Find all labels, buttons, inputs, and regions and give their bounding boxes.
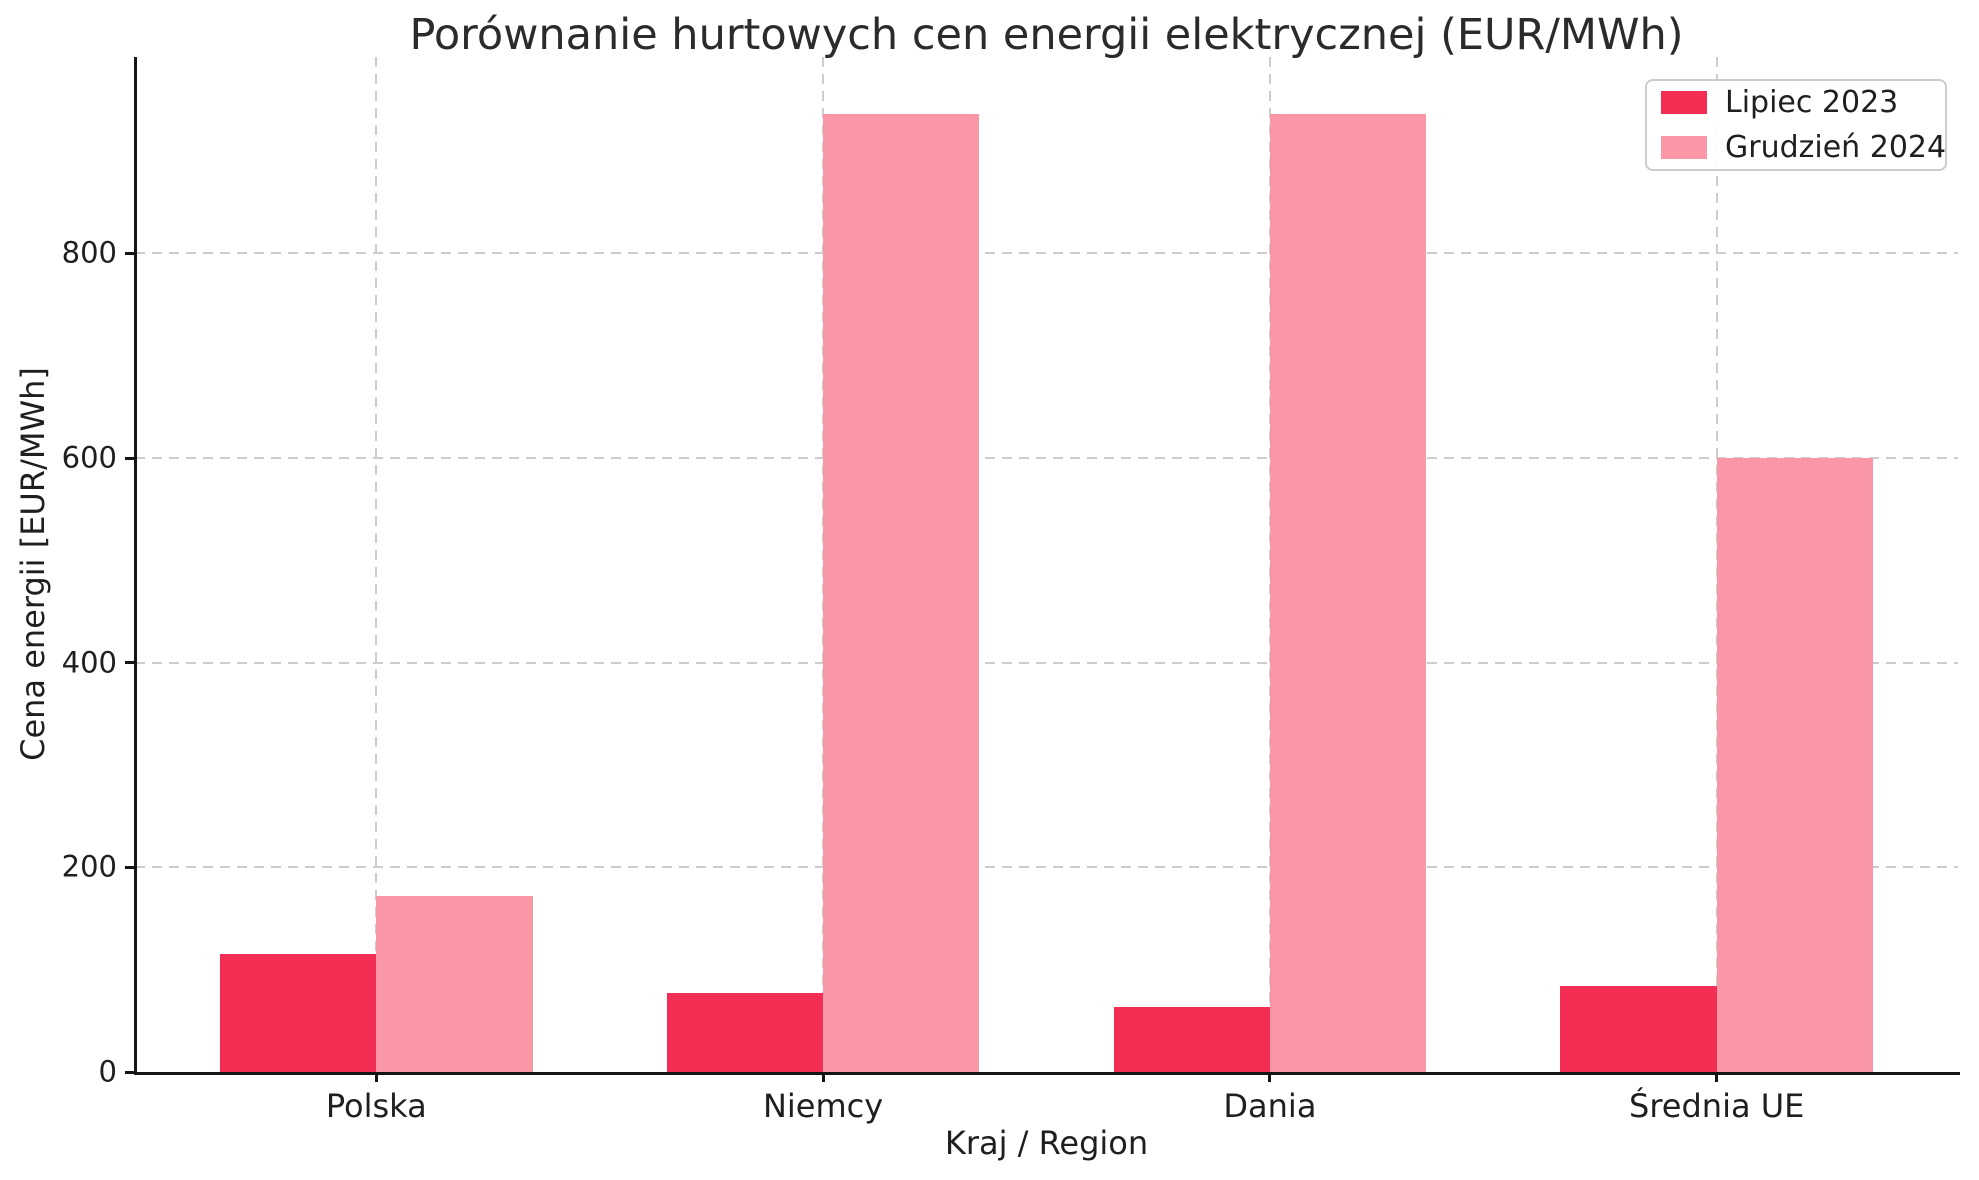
y-axis-spine <box>134 57 137 1075</box>
y-tick-label: 200 <box>61 849 117 884</box>
legend-item-0: Lipiec 2023 <box>1661 85 1935 120</box>
x-tick-mark-2 <box>1268 1072 1272 1082</box>
y-axis-label: Cena energii [EUR/MWh] <box>14 367 52 761</box>
legend-swatch-0 <box>1661 91 1707 114</box>
legend: Lipiec 2023 Grudzień 2024 <box>1645 79 1947 171</box>
y-tick-label: 0 <box>98 1054 117 1089</box>
x-tick-label: Polska <box>325 1087 427 1125</box>
y-tick-mark-400 <box>125 661 135 665</box>
bar-series1-2 <box>1269 114 1427 1072</box>
h-gridline-400 <box>135 661 1958 664</box>
y-tick-mark-600 <box>125 456 135 460</box>
h-gridline-800 <box>135 252 1958 255</box>
h-gridline-200 <box>135 866 1958 869</box>
legend-item-1: Grudzień 2024 <box>1661 130 1946 165</box>
y-tick-mark-0 <box>125 1070 135 1074</box>
y-tick-label: 800 <box>61 235 117 270</box>
x-axis-label: Kraj / Region <box>944 1124 1149 1162</box>
y-tick-label: 600 <box>61 440 117 475</box>
bar-series1-1 <box>823 114 980 1072</box>
x-tick-label: Dania <box>1223 1087 1317 1125</box>
legend-label-0: Lipiec 2023 <box>1725 85 1899 120</box>
bar-series0-3 <box>1560 986 1717 1072</box>
x-tick-label: Niemcy <box>762 1087 884 1125</box>
bar-series1-0 <box>376 896 533 1072</box>
legend-swatch-1 <box>1661 136 1707 159</box>
legend-label-1: Grudzień 2024 <box>1725 130 1947 165</box>
bar-series1-3 <box>1716 458 1874 1072</box>
bar-series0-2 <box>1113 1006 1270 1072</box>
x-tick-mark-1 <box>821 1072 825 1082</box>
y-tick-mark-200 <box>125 865 135 869</box>
y-tick-label: 400 <box>61 645 117 680</box>
chart-title: Porównanie hurtowych cen energii elektry… <box>409 10 1684 60</box>
bar-series0-0 <box>219 954 377 1072</box>
x-axis-spine <box>134 1072 1960 1075</box>
bar-series0-1 <box>666 993 824 1072</box>
x-tick-mark-3 <box>1715 1072 1719 1082</box>
v-gridline-0 <box>375 57 378 1072</box>
y-tick-mark-800 <box>125 251 135 255</box>
h-gridline-600 <box>135 457 1958 460</box>
x-tick-mark-0 <box>374 1072 378 1082</box>
plot-area <box>135 57 1958 1072</box>
x-tick-label: Średnia UE <box>1629 1087 1805 1125</box>
